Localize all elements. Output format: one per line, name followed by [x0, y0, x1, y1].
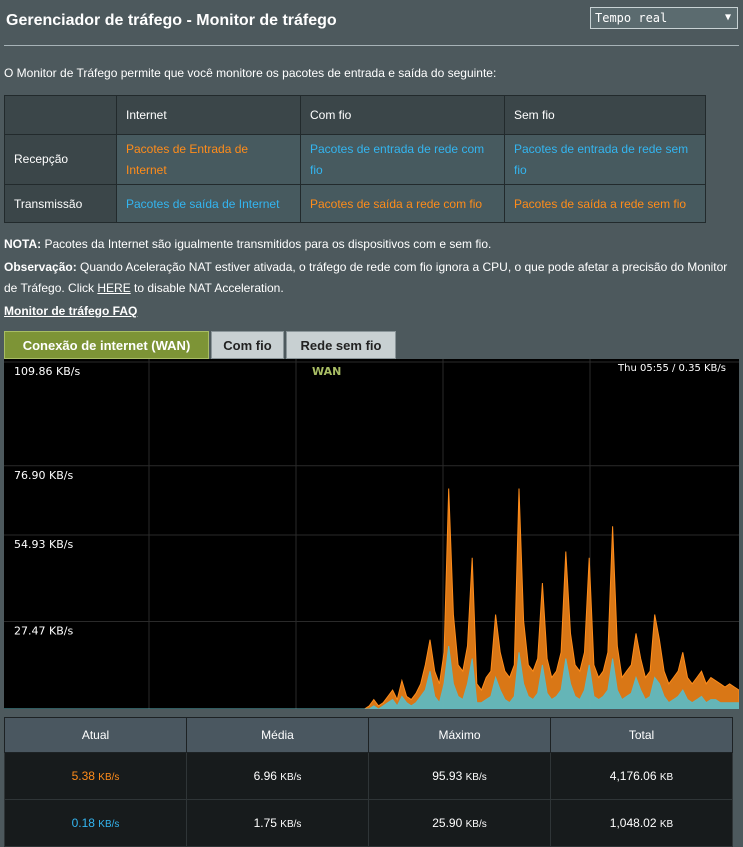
chart-readout: Thu 05:55 / 0.35 KB/s [617, 363, 726, 374]
unit: KB/s [98, 819, 120, 830]
legend-table: Internet Com fio Sem fio Recepção Pacote… [4, 95, 706, 223]
y-tick-label: 27.47 KB/s [14, 624, 73, 637]
intro-text: O Monitor de Tráfego permite que você mo… [4, 66, 497, 80]
stats-panel: Atual Média Máximo Total 5.38 KB/s 6.96 … [4, 717, 733, 847]
time-range-select[interactable]: Tempo real ▼ [590, 7, 738, 29]
legend-header-wired: Com fio [300, 95, 505, 135]
nota-text: Pacotes da Internet são igualmente trans… [41, 237, 492, 251]
y-tick-label: 54.93 KB/s [14, 538, 73, 551]
stats-header-current: Atual [4, 717, 187, 753]
value: 0.18 [71, 816, 95, 830]
legend-internet-out: Pacotes de saída de Internet [116, 184, 301, 223]
y-tick-label: 76.90 KB/s [14, 469, 73, 482]
observacao-text-2: to disable NAT Acceleration. [130, 281, 284, 295]
time-range-value: Tempo real [595, 11, 668, 25]
value: 5.38 [71, 769, 95, 783]
legend-wireless-out: Pacotes de saída a rede sem fio [504, 184, 706, 223]
legend-header-internet: Internet [116, 95, 301, 135]
tab-wireless[interactable]: Rede sem fio [286, 331, 396, 359]
value: 25.90 [432, 816, 463, 830]
observacao-label: Observação: [4, 260, 77, 274]
value: 1.75 [253, 816, 277, 830]
legend-wired-out: Pacotes de saída a rede com fio [300, 184, 505, 223]
traffic-chart-svg: 109.86 KB/s 76.90 KB/s 54.93 KB/s 27.47 KB/… [4, 359, 740, 710]
chart-title: WAN [312, 365, 341, 378]
observacao-paragraph: Observação: Quando Aceleração NAT estive… [4, 257, 732, 299]
chevron-down-icon: ▼ [724, 12, 731, 23]
legend-internet-in: Pacotes de Entrada de Internet [116, 134, 301, 185]
chart-background [4, 359, 739, 709]
value: 95.93 [432, 769, 463, 783]
unit: KB [659, 819, 674, 830]
unit: KB/s [280, 772, 302, 783]
y-tick-label: 109.86 KB/s [14, 365, 80, 378]
stats-header-total: Total [550, 717, 733, 753]
unit: KB [659, 772, 674, 783]
stats-transmission-maximum: 25.90 KB/s [368, 799, 551, 847]
stats-table: Atual Média Máximo Total 5.38 KB/s 6.96 … [4, 717, 733, 847]
stats-reception-total: 4,176.06 KB [550, 752, 733, 800]
value: 1,048.02 [609, 816, 657, 830]
stats-transmission-current: 0.18 KB/s [4, 799, 187, 847]
legend-wireless-in: Pacotes de entrada de rede sem fio [504, 134, 706, 185]
observacao-text-1: Quando Aceleração NAT estiver ativada, o… [4, 260, 728, 295]
stats-row-reception: 5.38 KB/s 6.96 KB/s 95.93 KB/s 4,176.06 … [4, 752, 733, 800]
stats-transmission-average: 1.75 KB/s [186, 799, 369, 847]
unit: KB/s [465, 819, 487, 830]
stats-reception-current: 5.38 KB/s [4, 752, 187, 800]
unit: KB/s [280, 819, 302, 830]
value: 4,176.06 [609, 769, 657, 783]
stats-header-average: Média [186, 717, 369, 753]
page-title: Gerenciador de tráfego - Monitor de tráf… [6, 12, 337, 29]
nota-label: NOTA: [4, 237, 42, 251]
legend-corner-cell [4, 95, 117, 135]
traffic-chart: 109.86 KB/s 76.90 KB/s 54.93 KB/s 27.47 KB/… [4, 359, 740, 710]
value: 6.96 [253, 769, 277, 783]
stats-header-maximum: Máximo [368, 717, 551, 753]
legend-wired-in: Pacotes de entrada de rede com fio [300, 134, 505, 185]
page-header: Gerenciador de tráfego - Monitor de tráf… [0, 0, 743, 46]
disable-nat-link[interactable]: HERE [97, 281, 131, 295]
stats-reception-average: 6.96 KB/s [186, 752, 369, 800]
unit: KB/s [465, 772, 487, 783]
stats-reception-maximum: 95.93 KB/s [368, 752, 551, 800]
faq-link[interactable]: Monitor de tráfego FAQ [4, 304, 138, 318]
legend-row-label-reception: Recepção [4, 134, 117, 185]
stats-transmission-total: 1,048.02 KB [550, 799, 733, 847]
stats-row-transmission: 0.18 KB/s 1.75 KB/s 25.90 KB/s 1,048.02 … [4, 799, 733, 847]
nota-line: NOTA: Pacotes da Internet são igualmente… [4, 234, 491, 255]
legend-row-label-transmission: Transmissão [4, 184, 117, 223]
title-divider [4, 45, 739, 46]
unit: KB/s [98, 772, 120, 783]
tab-wired[interactable]: Com fio [211, 331, 284, 359]
tab-wan[interactable]: Conexão de internet (WAN) [4, 331, 209, 359]
legend-header-wireless: Sem fio [504, 95, 706, 135]
